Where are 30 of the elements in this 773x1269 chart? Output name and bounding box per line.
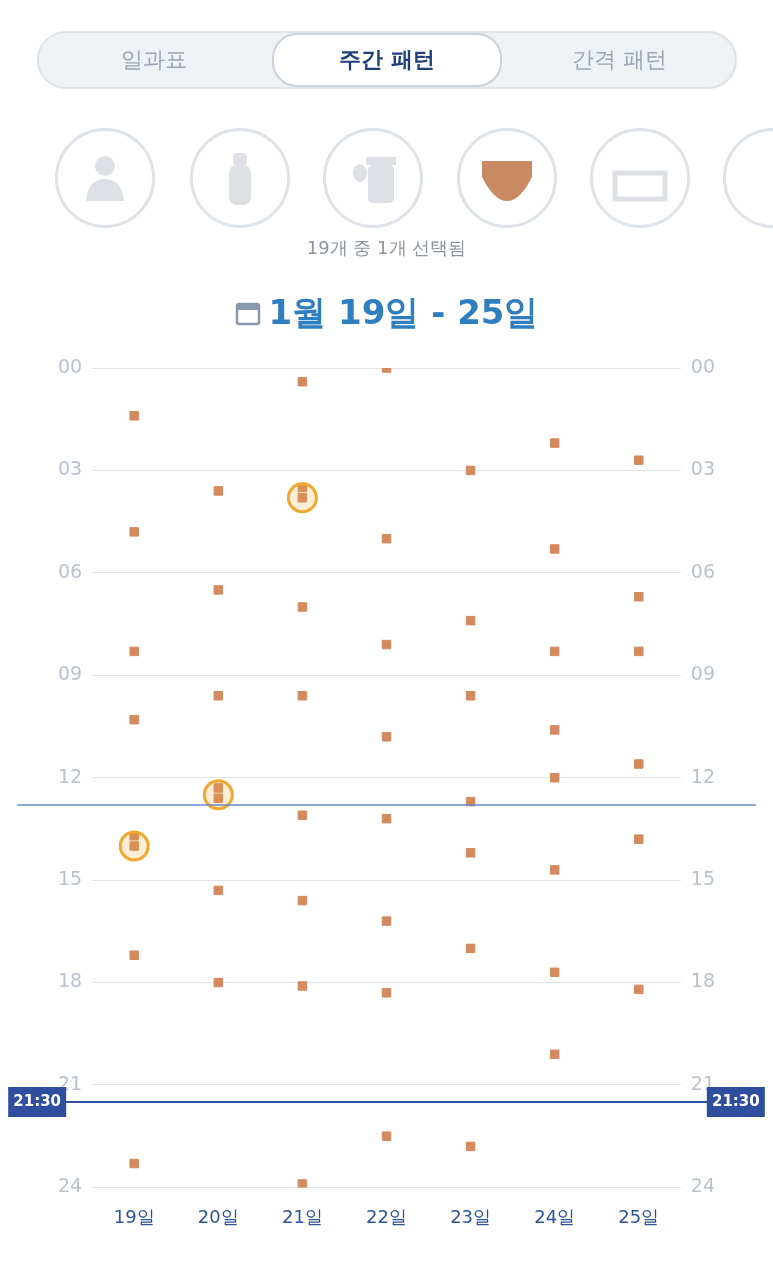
y2-tick-label: 15 <box>690 867 716 890</box>
ref-line-label: 21:30 <box>13 1091 62 1110</box>
chart-subtitle: 19개 중 1개 선택됨 <box>305 236 468 260</box>
y2-tick-label: 24 <box>690 1174 716 1197</box>
x-tick-label: 20일 <box>197 1205 239 1227</box>
y2-tick-label: 06 <box>690 559 716 582</box>
text: 주간 패턴 <box>271 33 503 87</box>
x-tick-label: 21일 <box>281 1205 323 1227</box>
y-tick-label: 12 <box>57 764 83 787</box>
x-tick-label: 23일 <box>450 1205 492 1227</box>
y-tick-label: 15 <box>57 867 83 890</box>
y-tick-label: 18 <box>57 969 83 992</box>
text: 간격 패턴 <box>571 46 669 74</box>
x-tick-label: 24일 <box>534 1205 576 1227</box>
y2-tick-label: 09 <box>690 662 716 685</box>
y-tick-label: 00 <box>57 354 83 377</box>
x-tick-label: 22일 <box>366 1205 407 1227</box>
text: 21:30 <box>711 1091 760 1110</box>
y2-tick-label: 03 <box>690 457 716 480</box>
chart-title: 1월 19일 - 25일 <box>268 291 539 334</box>
y2-tick-label: 18 <box>690 969 716 992</box>
x-tick-label: 19일 <box>113 1205 155 1227</box>
y-tick-label: 06 <box>57 559 83 582</box>
y-tick-label: 03 <box>57 457 83 480</box>
y2-tick-label: 12 <box>690 764 716 787</box>
text: 일과표 <box>120 46 189 74</box>
x-tick-label: 25일 <box>618 1205 660 1227</box>
y-tick-label: 24 <box>57 1174 83 1197</box>
y2-tick-label: 00 <box>690 354 716 377</box>
y-tick-label: 09 <box>57 662 83 685</box>
